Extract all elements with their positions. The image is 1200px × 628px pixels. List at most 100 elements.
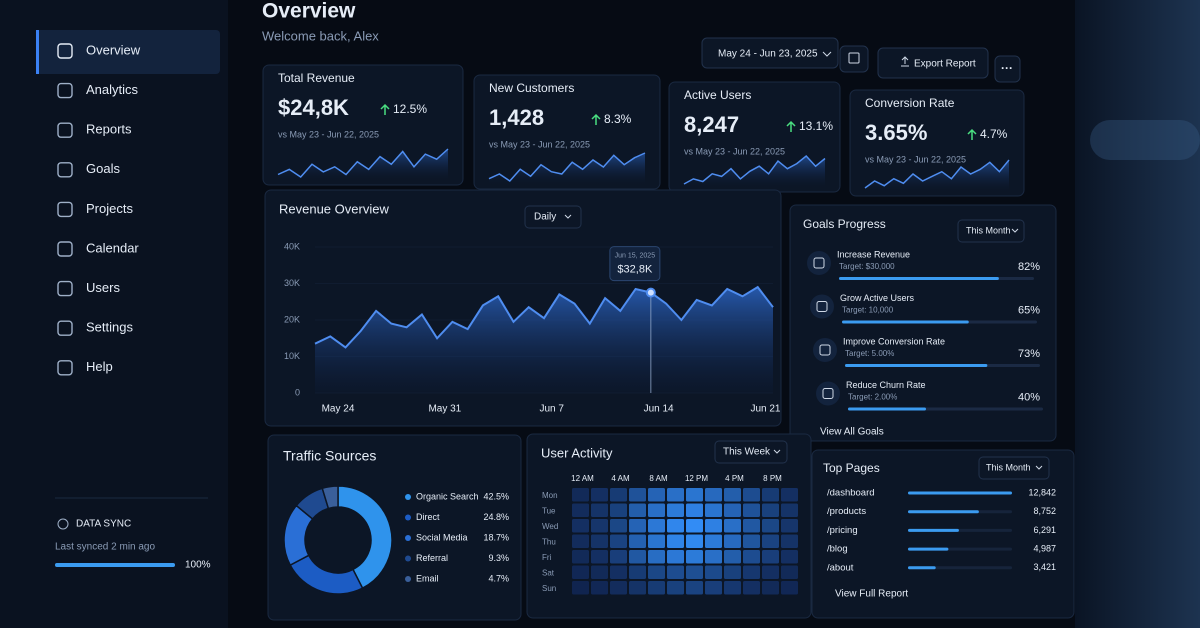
heatmap-cell [781, 550, 798, 564]
sparkline-area [684, 156, 825, 188]
nav-icon [57, 320, 73, 336]
y-tick-label: 40K [284, 241, 300, 251]
heatmap-cell [724, 488, 741, 502]
page-path[interactable]: /dashboard [827, 488, 875, 499]
heatmap-cell [762, 534, 779, 548]
heatmap-cell [610, 519, 627, 533]
export-button[interactable] [877, 47, 989, 79]
page-path[interactable]: /pricing [827, 525, 858, 536]
row-label: Mon [542, 491, 558, 500]
heatmap-cell [591, 550, 608, 564]
period-select[interactable] [957, 219, 1025, 243]
nav-icon [57, 280, 73, 297]
row-label: Wed [542, 522, 558, 531]
y-tick-label: 20K [284, 314, 300, 324]
heatmap-cell [743, 581, 760, 595]
heatmap-cell [724, 534, 741, 548]
page-path[interactable]: /blog [827, 544, 848, 555]
column-label: 4 AM [611, 474, 630, 483]
heatmap-cell [705, 488, 722, 502]
kpi-label: Conversion Rate [865, 96, 955, 110]
date-range: May 24 - Jun 23, 2025 [718, 49, 818, 60]
goal-icon-bg [813, 338, 837, 362]
heatmap-cell [724, 519, 741, 533]
period-select[interactable] [714, 440, 788, 464]
heatmap-cell [591, 519, 608, 533]
heatmap-cell [781, 581, 798, 595]
period-select[interactable] [524, 205, 582, 229]
nav-active-indicator [36, 30, 39, 74]
nav-item[interactable]: Goals [86, 161, 120, 176]
heatmap-cell [781, 534, 798, 548]
heatmap-cell [724, 550, 741, 564]
nav-icon [57, 43, 73, 59]
page-path[interactable]: /products [827, 506, 866, 517]
panel-title: User Activity [541, 445, 613, 460]
sparkline [488, 152, 646, 182]
panel-title: Goals Progress [803, 217, 886, 231]
nav-item[interactable]: Users [86, 280, 120, 295]
goal-bar [848, 407, 926, 411]
nav-item[interactable]: Projects [86, 201, 133, 216]
export-icon [901, 56, 909, 67]
room-backdrop [1075, 0, 1200, 628]
more-button[interactable] [994, 55, 1021, 83]
goal-icon [822, 388, 834, 399]
nav-item[interactable]: Overview [86, 42, 141, 57]
heatmap-cell [610, 488, 627, 502]
legend-dot [405, 494, 411, 500]
nav-icon [57, 122, 73, 138]
nav-item[interactable]: Help [86, 359, 113, 374]
nav-icon [57, 360, 73, 376]
column-label: 12 PM [685, 474, 708, 483]
nav-icon [57, 82, 73, 99]
nav-icon [57, 241, 73, 257]
heatmap-cell [686, 581, 703, 595]
nav-item[interactable]: Settings [86, 320, 133, 335]
heatmap-cell [705, 503, 722, 517]
page-path[interactable]: /about [827, 562, 854, 573]
kpi-value: 8,247 [684, 112, 739, 137]
column-label: 8 AM [649, 474, 668, 483]
y-tick-label: 0 [295, 387, 300, 397]
heatmap-cell [572, 550, 589, 564]
period-label: This Week [723, 447, 771, 458]
goal-target: Target: 5.00% [845, 349, 894, 358]
goal-percent: 73% [1018, 348, 1040, 360]
nav-item[interactable]: Reports [86, 122, 132, 137]
kpi-change: 8.3% [604, 112, 632, 126]
row-label: Sat [542, 568, 555, 577]
kpi-compare: vs May 23 - Jun 22, 2025 [684, 146, 785, 156]
legend-label: Referral [416, 553, 448, 563]
heatmap-cell [724, 565, 741, 579]
view-full-report-link[interactable]: View Full Report [835, 589, 908, 600]
row-label: Thu [542, 537, 556, 546]
nav-item[interactable]: Analytics [86, 82, 139, 97]
goal-icon-bg [816, 381, 840, 406]
heatmap-cell [572, 488, 589, 502]
nav-item[interactable]: Calendar [86, 240, 139, 255]
page-views: 6,291 [1033, 525, 1056, 535]
heatmap-cell [591, 565, 608, 579]
page-views: 8,752 [1033, 506, 1056, 516]
heatmap-cell [629, 565, 646, 579]
heatmap-cell [686, 488, 703, 502]
heatmap-cell [572, 534, 589, 548]
goal-name: Grow Active Users [840, 293, 915, 303]
trend-up-icon [786, 120, 796, 132]
period-select[interactable] [978, 456, 1050, 480]
view-all-goals-link[interactable]: View All Goals [820, 427, 884, 438]
legend-dot [405, 535, 411, 541]
date-range-picker[interactable] [701, 37, 839, 69]
heatmap-cell [629, 503, 646, 517]
calendar-button[interactable] [839, 45, 869, 73]
goal-name: Improve Conversion Rate [843, 336, 945, 346]
kpi-value: 3.65% [865, 120, 927, 145]
revenue-area [315, 287, 773, 393]
legend-label: Direct [416, 512, 440, 522]
heatmap-cell [762, 519, 779, 533]
sync-percent: 100% [185, 560, 211, 571]
dropdown-chevron [564, 214, 572, 219]
legend-value: 42.5% [483, 491, 509, 501]
column-label: 12 AM [571, 474, 594, 483]
